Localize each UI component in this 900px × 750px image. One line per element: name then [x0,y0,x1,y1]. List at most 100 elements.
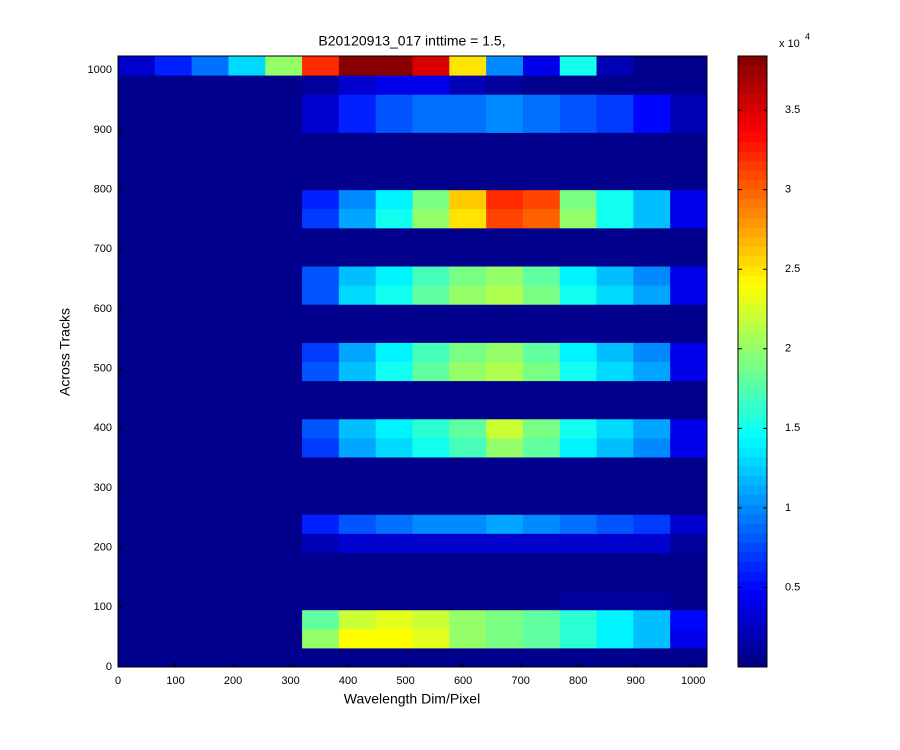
heat-cell [191,266,229,286]
y-tick-label: 1000 [88,64,112,76]
heat-cell [302,56,340,76]
chart-title: B20120913_017 inttime = 1.5, [318,33,505,49]
heat-cell [302,533,340,553]
colorbar-segment [738,141,767,152]
colorbar-segment [738,199,767,210]
heat-cell [118,437,156,458]
heat-cell [670,418,708,439]
heat-cell [302,418,340,439]
heat-cell [228,75,266,95]
heat-cell [154,113,193,133]
heat-cell [154,246,193,267]
heat-cell [302,571,340,592]
heat-cell [522,227,561,248]
heat-cell [338,170,377,191]
heat-cell [596,514,634,534]
heat-cell [486,552,524,573]
colorbar-tick-label: 1.5 [785,422,800,434]
heat-cell [449,437,487,458]
heat-cell [338,323,377,343]
heat-cell [191,590,229,611]
heat-cell [522,342,561,362]
colorbar-frame [737,55,768,668]
heat-cell [118,514,156,534]
heat-cell [486,628,524,649]
heat-cell [228,113,266,133]
heat-cell [486,113,524,133]
heat-cell [338,189,377,210]
heat-cell [522,552,561,573]
heat-cell [375,609,413,630]
heat-cell [338,246,377,267]
colorbar-segment [738,113,767,124]
heat-cell [412,208,450,229]
heat-cell [412,323,450,343]
colorbar-segment [738,361,767,372]
colorbar-segment [738,170,767,181]
colorbar-segment [738,323,767,334]
heat-cell [375,418,413,439]
heat-cell [118,113,156,133]
heat-cell [522,476,561,496]
heat-cell [154,590,193,611]
heat-cell [338,56,377,76]
heat-cell [154,75,193,95]
heat-cell [338,418,377,439]
heat-cell [338,266,377,286]
heat-cell [265,132,303,152]
colorbar-segment [738,590,767,601]
heat-cell [522,533,561,553]
heat-cell [191,647,229,668]
x-tick-label: 800 [569,675,587,687]
heat-cell [191,437,229,458]
heat-cell [486,380,524,401]
heat-cell [449,56,487,76]
heat-cell [191,342,229,362]
heat-cell [191,399,229,420]
heat-cell [412,151,450,172]
heat-cell [302,227,340,248]
heat-cell [670,285,708,305]
heat-cell [375,56,413,76]
heat-cell [154,380,193,401]
heat-cell [412,285,450,305]
colorbar-segment [738,638,767,649]
heat-cell [338,113,377,133]
heat-cell [154,628,193,649]
heat-cell [670,380,708,401]
heat-cell [412,189,450,210]
heat-cell [302,94,340,114]
heat-cell [449,208,487,229]
colorbar-exponent: 4 [805,31,810,41]
heat-cell [302,552,340,573]
heat-cell [522,285,561,305]
heat-cell [154,437,193,458]
heat-cell [633,533,671,553]
heat-cell [118,304,156,324]
heat-cell [522,132,561,152]
heat-cell [596,609,634,630]
heat-cell [191,75,229,95]
heat-cell [118,456,156,477]
heat-cell [486,399,524,420]
heat-cell [154,495,193,515]
heat-cell [596,94,634,114]
heat-cell [559,456,598,477]
heat-cell [633,342,671,362]
heat-cell [265,75,303,95]
heat-cell [522,418,561,439]
heat-cell [486,647,524,668]
heat-cell [338,571,377,592]
heat-cell [375,113,413,133]
heat-cell [559,495,598,515]
colorbar-tick-label: 2 [785,343,791,355]
heat-cell [412,628,450,649]
heat-cell [486,227,524,248]
heat-cell [154,533,193,553]
heat-cell [154,571,193,592]
heat-cell [559,552,598,573]
heat-cell [449,94,487,114]
heat-cell [265,56,303,76]
heat-cell [522,628,561,649]
heat-cell [118,590,156,611]
